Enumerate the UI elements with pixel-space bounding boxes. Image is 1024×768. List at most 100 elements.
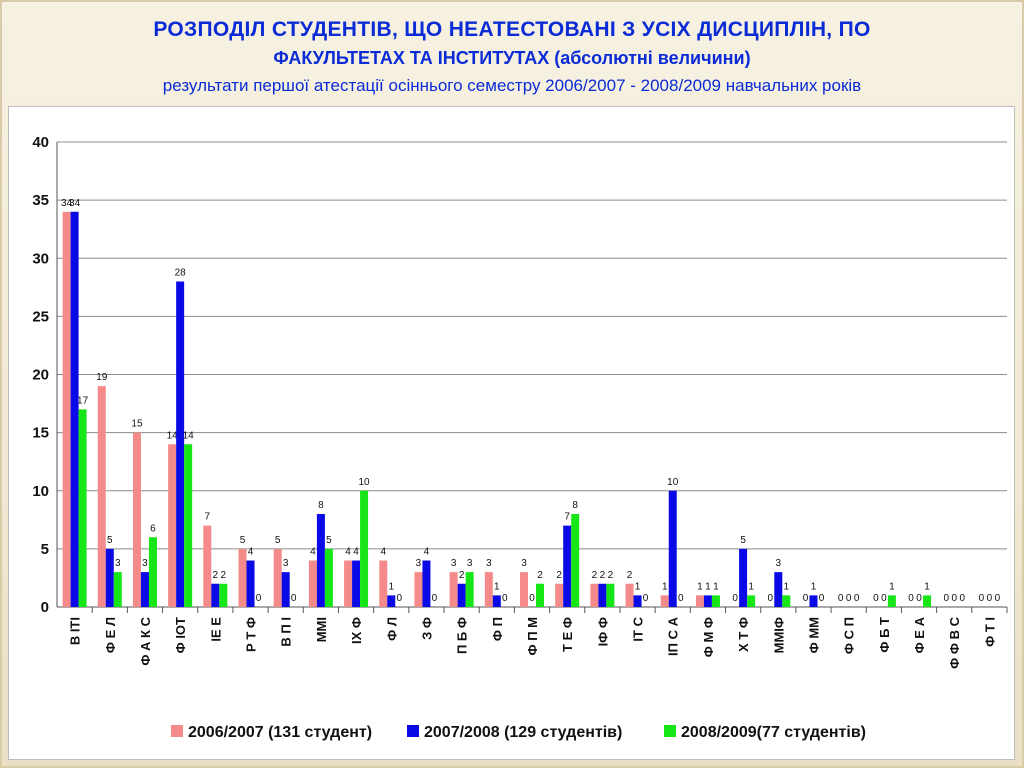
bar — [590, 583, 599, 607]
data-label: 0 — [768, 593, 774, 604]
data-label: 8 — [572, 500, 578, 511]
bar — [668, 490, 677, 607]
data-label: 0 — [846, 593, 852, 604]
data-label: 0 — [943, 593, 949, 604]
data-label: 0 — [881, 593, 887, 604]
bar — [281, 572, 290, 607]
bar — [168, 444, 177, 607]
x-category-label: П Б Ф — [455, 617, 470, 654]
legend-swatch — [171, 725, 183, 737]
data-label: 2 — [221, 570, 227, 581]
bar — [555, 583, 564, 607]
bar — [739, 548, 748, 607]
bar — [887, 595, 896, 607]
x-category-label: Ф С П — [842, 617, 857, 654]
data-label: 0 — [643, 593, 649, 604]
bar — [703, 595, 712, 607]
y-tick-label: 35 — [32, 192, 49, 209]
data-label: 1 — [635, 581, 641, 592]
data-label: 4 — [345, 547, 351, 558]
data-label: 0 — [873, 593, 879, 604]
bar — [246, 560, 255, 607]
y-tick-label: 40 — [32, 134, 49, 151]
bar — [563, 525, 572, 607]
data-label: 3 — [521, 558, 527, 569]
data-label: 0 — [256, 593, 262, 604]
bar — [923, 595, 932, 607]
data-label: 0 — [995, 593, 1001, 604]
x-category-label: Ф А К С — [138, 616, 153, 665]
data-label: 3 — [776, 558, 782, 569]
data-label: 1 — [784, 581, 790, 592]
data-label: 2 — [556, 570, 562, 581]
data-label: 0 — [951, 593, 957, 604]
bar — [660, 595, 669, 607]
bar — [484, 572, 493, 607]
data-label: 5 — [740, 535, 746, 546]
data-label: 4 — [424, 547, 430, 558]
data-label: 0 — [959, 593, 965, 604]
slide-title-line1: РОЗПОДІЛ СТУДЕНТІВ, ЩО НЕАТЕСТОВАНІ З УС… — [153, 18, 871, 41]
x-category-label: В ІТІ — [68, 617, 83, 645]
x-category-label: Ф П — [490, 617, 505, 641]
data-label: 0 — [803, 593, 809, 604]
bar — [184, 444, 193, 607]
legend-label: 2008/2009(77 студентів) — [681, 724, 866, 741]
y-tick-label: 0 — [41, 599, 49, 616]
data-label: 34 — [61, 198, 73, 209]
data-label: 1 — [494, 581, 500, 592]
data-label: 14 — [183, 430, 195, 441]
data-label: 0 — [432, 593, 438, 604]
data-label: 5 — [107, 535, 113, 546]
bar — [140, 572, 149, 607]
data-label: 19 — [96, 372, 108, 383]
x-category-label: В П І — [279, 617, 294, 647]
slide-subtitle: результати першої атестації осіннього се… — [162, 76, 862, 95]
data-label: 8 — [318, 500, 324, 511]
data-label: 2 — [537, 570, 543, 581]
data-label: 3 — [486, 558, 492, 569]
data-label: 0 — [854, 593, 860, 604]
data-label: 0 — [396, 593, 402, 604]
x-category-label: З Ф — [419, 617, 434, 640]
data-label: 1 — [924, 581, 930, 592]
bar — [379, 560, 388, 607]
data-label: 15 — [131, 419, 143, 430]
data-label: 28 — [175, 268, 187, 279]
data-label: 3 — [283, 558, 289, 569]
bar — [352, 560, 361, 607]
data-label: 4 — [353, 547, 359, 558]
data-label: 4 — [310, 547, 316, 558]
x-category-label: ММІФ — [771, 617, 786, 653]
bar — [598, 583, 607, 607]
legend-swatch — [664, 725, 676, 737]
data-label: 1 — [705, 581, 711, 592]
bar — [203, 525, 212, 607]
x-category-label: Ф Ф В С — [947, 616, 962, 668]
bar — [148, 537, 157, 607]
data-label: 3 — [451, 558, 457, 569]
data-label: 1 — [811, 581, 817, 592]
data-label: 34 — [69, 198, 81, 209]
bar — [695, 595, 704, 607]
bar — [70, 211, 79, 607]
data-label: 5 — [326, 535, 332, 546]
bar — [457, 583, 466, 607]
slide-title-line2: ФАКУЛЬТЕТАХ ТА ІНСТИТУТАХ (абсолютні вел… — [273, 48, 751, 68]
data-label: 0 — [908, 593, 914, 604]
data-label: 0 — [819, 593, 825, 604]
data-label: 0 — [916, 593, 922, 604]
data-label: 4 — [248, 547, 254, 558]
bar — [324, 548, 333, 607]
data-label: 5 — [240, 535, 246, 546]
data-label: 7 — [205, 512, 211, 523]
data-label: 0 — [732, 593, 738, 604]
data-label: 1 — [713, 581, 719, 592]
x-category-label: ІЕ Е — [208, 617, 223, 642]
data-label: 2 — [627, 570, 633, 581]
data-label: 7 — [564, 512, 570, 523]
bar — [344, 560, 353, 607]
x-category-label: ІФ Ф — [595, 617, 610, 646]
